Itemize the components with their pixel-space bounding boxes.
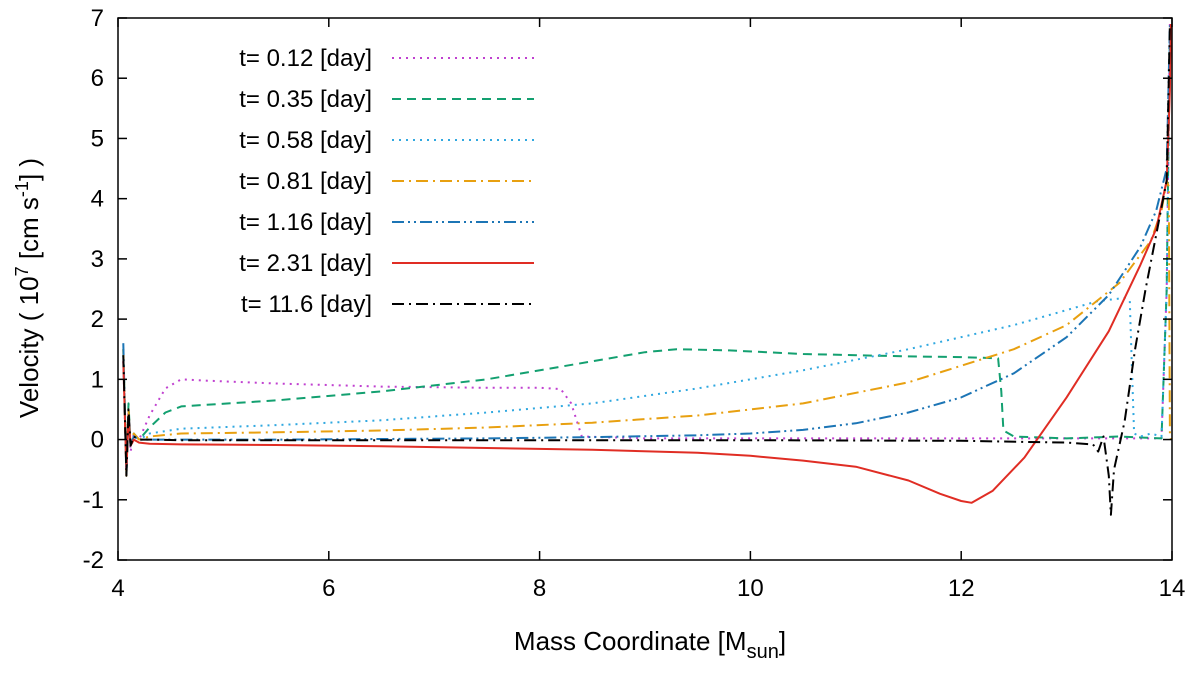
y-tick-label: 6 [91,65,104,92]
x-tick-label: 8 [533,575,546,602]
x-tick-label: 4 [111,575,124,602]
series-line-7 [122,23,1171,516]
series-line-3 [122,29,1171,471]
legend-label: t= 0.58 [day] [239,127,372,154]
legend-label: t= 2.31 [day] [239,250,372,277]
y-tick-label: -2 [83,547,104,574]
series-line-6 [122,23,1172,504]
legend: t= 0.12 [day] t= 0.35 [day] t= 0.58 [day] t… [239,45,534,318]
x-tick-label: 10 [737,575,764,602]
series-line-5 [122,23,1171,477]
y-tick-label: -1 [83,487,104,514]
legend-label: t= 11.6 [day] [241,291,372,318]
x-tick-label: 12 [948,575,975,602]
y-axis-title: Velocity ( 107 [cm s-1] ) [12,158,44,418]
plot-frame [117,17,1173,561]
x-tick-label: 14 [1159,575,1186,602]
y-tick-label: 3 [91,246,104,273]
legend-label: t= 1.16 [day] [239,209,372,236]
y-tick-label: 5 [91,125,104,152]
legend-label: t= 0.35 [day] [239,86,372,113]
y-tick-label: 4 [91,186,104,213]
y-tick-label: 2 [91,306,104,333]
x-axis-title: Mass Coordinate [Msun] [514,626,786,663]
legend-label: t= 0.81 [day] [239,168,372,195]
legend-label: t= 0.12 [day] [239,45,372,72]
y-tick-label: 0 [91,427,104,454]
series-lines [122,23,1172,516]
x-tick-label: 6 [322,575,335,602]
y-tick-label: 7 [91,5,104,32]
y-tick-label: 1 [91,366,104,393]
